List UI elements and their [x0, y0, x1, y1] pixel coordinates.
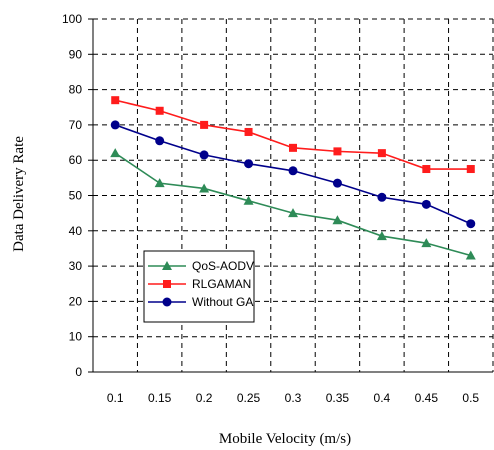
data-point [332, 178, 342, 188]
data-point [110, 148, 121, 158]
data-point [465, 250, 476, 260]
legend-label: RLGAMAN [192, 277, 251, 291]
data-point [288, 208, 298, 218]
legend-swatch-marker [162, 297, 172, 307]
series-2 [110, 120, 476, 229]
data-point [111, 96, 120, 105]
data-point [466, 219, 476, 229]
y-tick-label: 10 [69, 330, 83, 344]
y-tick-label: 40 [69, 224, 83, 238]
legend-swatch-marker [163, 280, 171, 288]
y-tick-label: 100 [62, 12, 82, 26]
data-point [110, 120, 120, 130]
data-point [200, 120, 209, 129]
x-tick-label: 0.2 [196, 391, 213, 405]
y-tick-label: 70 [69, 118, 83, 132]
y-tick-label: 90 [69, 47, 83, 61]
data-point [155, 106, 164, 115]
data-point [154, 178, 165, 188]
data-point [288, 166, 298, 176]
data-point [333, 147, 342, 156]
data-point [244, 127, 253, 136]
legend: QoS-AODV RLGAMAN Without GA [143, 250, 255, 323]
data-point [377, 149, 386, 158]
data-point [422, 165, 431, 174]
y-tick-labels: 0 10 20 30 40 50 60 70 80 90 100 [62, 12, 82, 379]
data-point [199, 150, 209, 160]
data-point [376, 231, 387, 241]
y-tick-label: 0 [75, 365, 82, 379]
x-tick-label: 0.5 [462, 391, 479, 405]
y-tick-label: 60 [69, 153, 83, 167]
data-point [377, 192, 387, 202]
data-point [421, 199, 431, 209]
data-point [199, 183, 210, 193]
x-tick-label: 0.25 [237, 391, 261, 405]
series-line [115, 99, 471, 170]
x-tick-label: 0.15 [148, 391, 172, 405]
data-point [243, 195, 254, 205]
legend-box [143, 250, 255, 323]
data-point [155, 136, 165, 146]
legend-swatch-marker [162, 261, 172, 270]
y-tick-label: 50 [69, 189, 83, 203]
axes [88, 18, 493, 373]
y-axis-title: Data Delivery Rate [11, 136, 27, 252]
legend-label: QoS-AODV [192, 259, 254, 273]
series-1 [111, 96, 475, 174]
x-tick-labels: 0.1 0.15 0.2 0.25 0.3 0.35 0.4 0.45 0.5 [107, 391, 480, 405]
y-tick-label: 30 [69, 259, 83, 273]
series-group [110, 96, 476, 260]
data-point [289, 143, 297, 152]
legend-label: Without GA [192, 295, 253, 309]
y-tick-label: 20 [69, 294, 83, 308]
data-point [332, 215, 343, 225]
data-point [421, 238, 432, 248]
data-point [466, 165, 475, 174]
series-0 [110, 148, 476, 260]
x-tick-label: 0.3 [285, 391, 302, 405]
x-tick-label: 0.35 [326, 391, 350, 405]
x-tick-label: 0.1 [107, 391, 124, 405]
data-point [244, 159, 254, 169]
x-tick-label: 0.4 [374, 391, 391, 405]
x-tick-label: 0.45 [415, 391, 439, 405]
y-tick-label: 80 [69, 83, 83, 97]
x-axis-title: Mobile Velocity (m/s) [219, 431, 351, 447]
